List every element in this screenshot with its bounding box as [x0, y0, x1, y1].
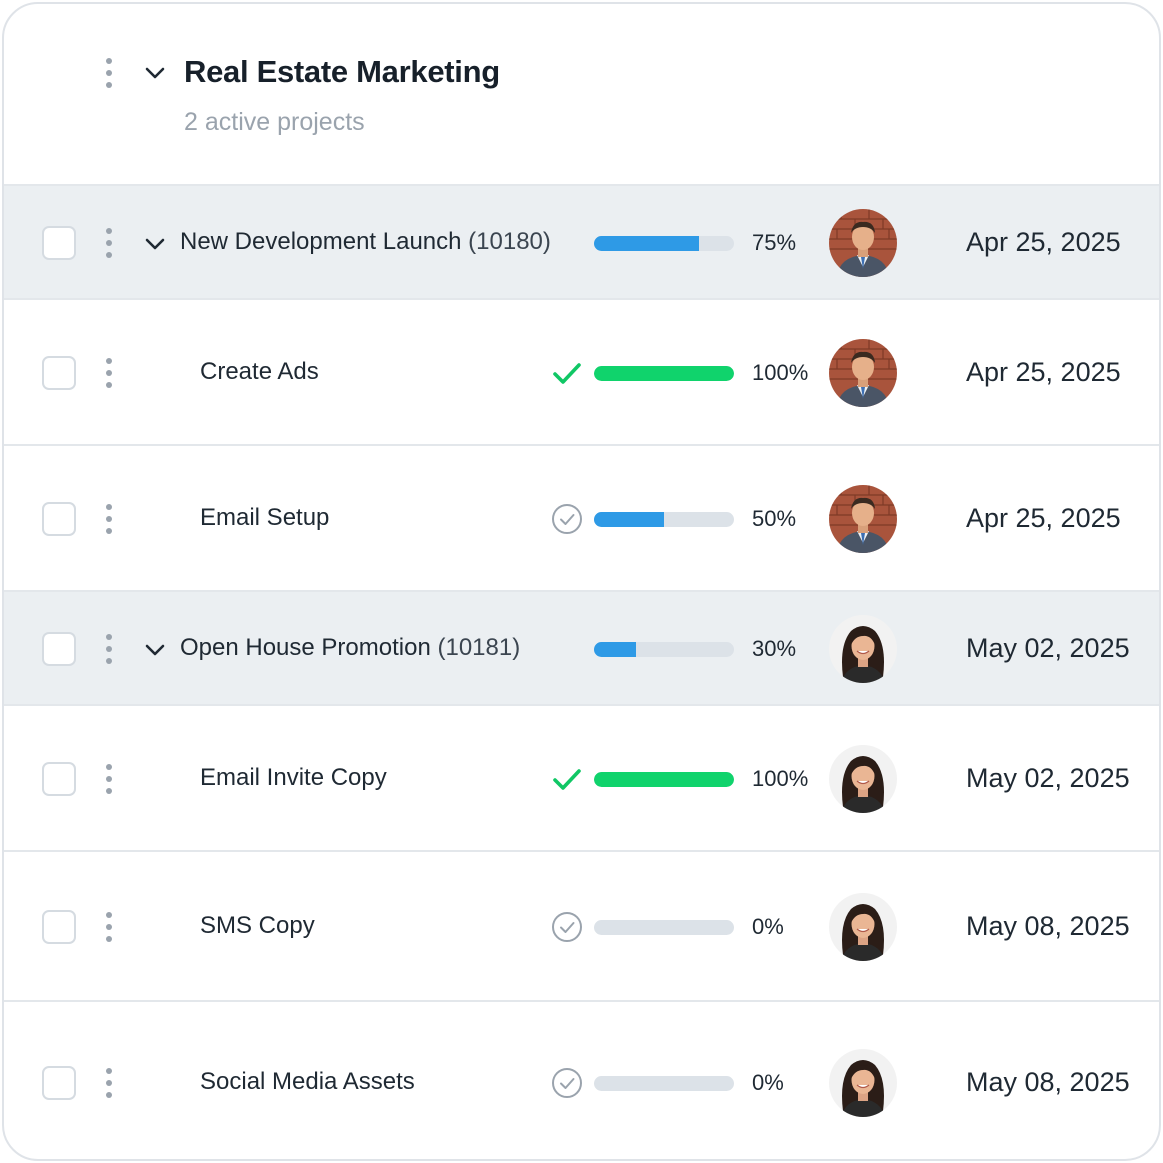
expand-chevron-icon[interactable] — [144, 643, 166, 657]
row-checkbox[interactable] — [42, 1066, 76, 1100]
row-checkbox[interactable] — [42, 502, 76, 536]
progress-percent: 30% — [752, 636, 797, 661]
progress-bar — [594, 236, 734, 251]
progress-fill — [594, 642, 636, 657]
assignee-avatar[interactable] — [829, 339, 897, 407]
due-date: Apr 25, 2025 — [966, 227, 1121, 257]
progress-bar — [594, 772, 734, 787]
project-code: (10180) — [468, 228, 551, 255]
check-circle-icon[interactable] — [551, 1067, 583, 1099]
assignee-avatar[interactable] — [829, 745, 897, 813]
expand-chevron-icon[interactable] — [144, 237, 166, 251]
task-name[interactable]: Create Ads — [200, 358, 319, 385]
progress-fill — [594, 366, 734, 381]
project-name[interactable]: New Development Launch (10180) — [180, 228, 551, 256]
progress-percent: 50% — [752, 506, 797, 531]
check-circle-icon[interactable] — [551, 911, 583, 943]
task-row[interactable]: Social Media Assets 0% May 08, 2025 — [4, 1002, 1159, 1161]
project-name[interactable]: Open House Promotion (10181) — [180, 634, 520, 662]
progress-fill — [594, 772, 734, 787]
row-checkbox[interactable] — [42, 356, 76, 390]
check-complete-icon[interactable] — [551, 357, 583, 389]
task-name[interactable]: Email Invite Copy — [200, 764, 387, 791]
assignee-avatar[interactable] — [829, 209, 897, 277]
task-name[interactable]: Social Media Assets — [200, 1068, 415, 1095]
assignee-avatar[interactable] — [829, 893, 897, 961]
task-name[interactable]: SMS Copy — [200, 912, 315, 939]
row-kebab-menu-icon[interactable] — [106, 358, 112, 388]
check-complete-icon[interactable] — [551, 763, 583, 795]
group-collapse-chevron-icon[interactable] — [144, 66, 166, 80]
project-row[interactable]: Open House Promotion (10181) 30% May 02,… — [4, 592, 1159, 706]
avatar-photo-icon — [829, 1049, 897, 1117]
progress-bar — [594, 512, 734, 527]
progress-fill — [594, 512, 664, 527]
progress-bar — [594, 1076, 734, 1091]
row-checkbox[interactable] — [42, 762, 76, 796]
row-kebab-menu-icon[interactable] — [106, 1068, 112, 1098]
progress-bar — [594, 920, 734, 935]
group-kebab-menu-icon[interactable] — [106, 58, 112, 88]
avatar-photo-icon — [829, 485, 897, 553]
project-title: Open House Promotion — [180, 634, 431, 661]
progress-percent: 100% — [752, 360, 809, 385]
assignee-avatar[interactable] — [829, 485, 897, 553]
due-date: Apr 25, 2025 — [966, 357, 1121, 387]
group-subtitle: 2 active projects — [184, 108, 365, 136]
row-kebab-menu-icon[interactable] — [106, 634, 112, 664]
due-date: May 02, 2025 — [966, 763, 1130, 793]
due-date: May 08, 2025 — [966, 911, 1130, 941]
row-kebab-menu-icon[interactable] — [106, 764, 112, 794]
progress-percent: 100% — [752, 766, 809, 791]
group-title: Real Estate Marketing — [184, 54, 500, 89]
avatar-photo-icon — [829, 615, 897, 683]
project-code: (10181) — [437, 634, 521, 661]
avatar-photo-icon — [829, 209, 897, 277]
avatar-photo-icon — [829, 893, 897, 961]
project-title: New Development Launch — [180, 228, 462, 255]
avatar-photo-icon — [829, 339, 897, 407]
row-kebab-menu-icon[interactable] — [106, 228, 112, 258]
task-name[interactable]: Email Setup — [200, 504, 330, 531]
due-date: Apr 25, 2025 — [966, 503, 1121, 533]
task-row[interactable]: Email Setup 50% Apr 25, 2025 — [4, 446, 1159, 592]
row-checkbox[interactable] — [42, 226, 76, 260]
due-date: May 08, 2025 — [966, 1067, 1130, 1097]
progress-bar — [594, 366, 734, 381]
assignee-avatar[interactable] — [829, 615, 897, 683]
progress-fill — [594, 236, 699, 251]
row-kebab-menu-icon[interactable] — [106, 504, 112, 534]
task-row[interactable]: Email Invite Copy 100% May 02, 2025 — [4, 706, 1159, 852]
row-checkbox[interactable] — [42, 910, 76, 944]
due-date: May 02, 2025 — [966, 633, 1130, 663]
row-kebab-menu-icon[interactable] — [106, 912, 112, 942]
project-row[interactable]: New Development Launch (10180) 75% Apr 2… — [4, 186, 1159, 300]
progress-bar — [594, 642, 734, 657]
avatar-photo-icon — [829, 745, 897, 813]
progress-percent: 0% — [752, 1070, 784, 1095]
progress-percent: 0% — [752, 914, 784, 939]
check-circle-icon[interactable] — [551, 503, 583, 535]
task-row[interactable]: Create Ads 100% Apr 25, 2025 — [4, 300, 1159, 446]
row-checkbox[interactable] — [42, 632, 76, 666]
progress-percent: 75% — [752, 230, 797, 255]
task-row[interactable]: SMS Copy 0% May 08, 2025 — [4, 852, 1159, 1002]
assignee-avatar[interactable] — [829, 1049, 897, 1117]
group-header: Real Estate Marketing 2 active projects — [4, 4, 1159, 186]
